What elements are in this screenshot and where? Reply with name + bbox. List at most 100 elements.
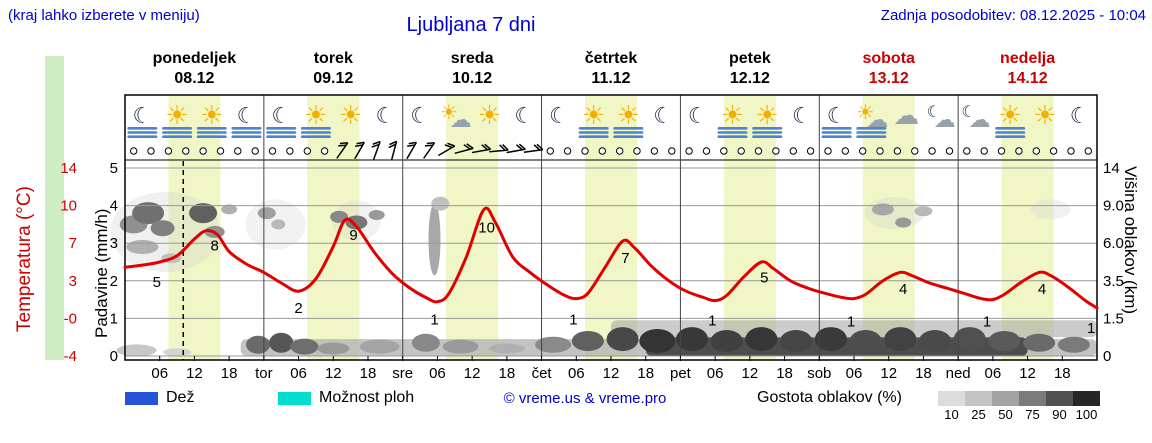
day-date: 14.12 [1008,70,1048,87]
calm-wind-circle-icon [841,147,849,155]
calm-wind-circle-icon [147,147,155,155]
time-label: 18 [637,365,654,382]
cloud-blob [431,196,450,211]
sun-icon: ☀ [999,100,1022,130]
weather-icon-cloud-moon: ☾☁ [961,104,990,132]
wind-barb-icon [336,142,349,159]
day-date: 11.12 [591,70,630,87]
density-swatch-label: 50 [998,407,1013,422]
fog-stripes-icon [231,127,262,130]
calm-wind-circle-icon [702,147,711,155]
cloud-blob [988,331,1021,351]
cloud-blob [221,204,238,215]
density-swatch [965,391,992,406]
calm-wind-circle-icon [581,147,589,155]
calm-wind-circle-icon [251,147,259,155]
cloud-blob [710,330,743,352]
cloud-blob [271,219,286,230]
sun-icon: ☀ [617,100,640,130]
fog-stripes-icon [196,127,227,130]
shower-legend-label: Možnost ploh [319,389,415,406]
calm-wind-circle-icon [199,147,207,155]
calm-wind-circle-icon [303,147,311,155]
calm-wind-circle-icon [720,147,728,155]
cloud-blob [884,327,917,352]
fog-stripes-icon [752,135,783,138]
cloud-blob [914,206,933,217]
daylight-band [862,96,915,360]
sun-icon: ☀ [478,100,501,130]
calm-wind-circle-icon [963,147,971,155]
fog-stripes-icon [231,135,262,138]
last-updated-text: Zadnja posodobitev: 08.12.2025 - 10:04 [880,7,1146,24]
day-abbrev-label: sob [807,365,831,382]
temp-axis-tick: -4 [64,348,77,365]
precip-axis-tick: 3 [110,235,118,252]
temperature-value-label: 1 [569,311,577,328]
moon-icon: ☾ [961,104,975,121]
calm-wind-circle-icon [598,147,606,155]
cloud-axis-tick: 9.0 [1103,198,1124,215]
calm-wind-circle-icon [754,147,763,155]
weather-icon-moon: ☾ [266,103,297,138]
cloud-blob [317,342,350,355]
time-label: 06 [290,365,307,382]
weather-icon-sun: ☀ [578,100,609,138]
density-swatch-label: 75 [1025,407,1040,422]
sun-icon: ☀ [165,100,188,130]
fog-stripes-icon [578,135,609,138]
cloud-icon: ☁ [866,107,888,132]
fog-stripes-icon [266,135,297,138]
cloud-blob [871,203,894,216]
day-name: četrtek [585,50,638,67]
day-date: 08.12 [174,70,214,87]
temperature-value-label: 8 [211,237,219,254]
temperature-value-label: 10 [478,220,495,237]
moon-icon: ☾ [375,103,395,128]
day-name: nedelja [1000,50,1055,67]
weather-icon-moon: ☾ [127,103,158,138]
cloud-icon: ☁ [450,107,472,132]
density-swatch [1073,391,1100,406]
fog-stripes-icon [127,135,158,138]
cloud-blob [290,338,319,355]
calm-wind-circle-icon [182,147,190,155]
time-label: 18 [221,365,238,382]
fog-stripes-icon [578,127,609,130]
calm-wind-circle-icon [824,147,832,155]
weather-icon-moon: ☾ [231,103,262,138]
time-label: 12 [742,365,759,382]
fog-stripes-icon [300,131,331,134]
moon-icon: ☾ [827,103,847,128]
weather-icon-sun-cloud: ☀☁ [856,102,888,138]
time-label: 06 [846,365,863,382]
cloud-axis-tick: 6.0 [1103,235,1124,252]
day-date: 13.12 [869,70,909,87]
calm-wind-circle-icon [737,147,745,155]
day-date: 12.12 [730,70,770,87]
day-date: 09.12 [313,70,353,87]
day-abbrev-label: sre [392,365,413,382]
copyright-link[interactable]: © vreme.us & vreme.pro [503,390,667,407]
cloud-blob [163,348,192,357]
cloud-blob [849,330,882,352]
density-swatch [1046,391,1073,406]
cloud-icon: ☁ [893,100,919,130]
moon-icon: ☾ [237,103,257,128]
calm-wind-circle-icon [980,147,988,155]
time-label: 18 [776,365,793,382]
cloud-axis-tick: 14 [1103,160,1120,177]
daylight-band [585,96,638,360]
fog-stripes-icon [162,131,193,134]
time-label: 12 [325,365,342,382]
weather-icon-moon: ☾ [514,103,534,128]
cloud-blob [1057,336,1090,353]
weather-icon-sun: ☀ [1033,100,1056,130]
sun-icon: ☀ [721,100,744,130]
calm-wind-circle-icon [650,147,659,155]
calm-wind-circle-icon [893,147,902,155]
time-label: 18 [915,365,932,382]
temp-axis-tick: -0 [64,310,77,327]
wind-barb-icon [388,140,398,160]
